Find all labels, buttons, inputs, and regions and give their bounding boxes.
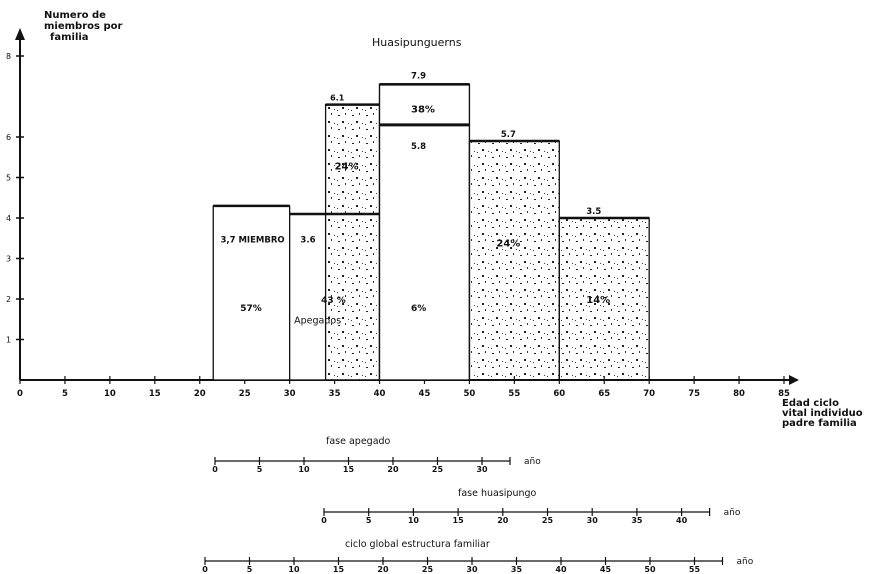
x-tick-label: 25 xyxy=(239,389,251,399)
timeline-tick-label: 0 xyxy=(202,565,208,574)
x-axis-arrow-icon xyxy=(789,375,799,385)
bar-pct-label: 6% xyxy=(411,304,426,314)
y-ticks: 1 2 3 4 5 6 8 xyxy=(6,52,24,345)
timeline-tick-label: 45 xyxy=(600,565,612,574)
x-tick-label: 75 xyxy=(688,389,700,399)
x-tick-label: 35 xyxy=(329,389,341,399)
y-tick-label: 4 xyxy=(6,214,11,223)
x-axis-title-line: vital individuo xyxy=(782,408,863,419)
timeline-label: fase apegado xyxy=(326,436,391,447)
timeline-label: ciclo global estructura familiar xyxy=(345,539,490,550)
bar-value-label: 3.5 xyxy=(586,207,601,217)
timeline-tick-label: 35 xyxy=(511,565,523,574)
x-tick-label: 40 xyxy=(374,389,386,399)
x-tick-label: 45 xyxy=(419,389,431,399)
timeline-tick-label: 35 xyxy=(631,516,643,525)
bar-pct-label: 43 % xyxy=(321,296,346,306)
timeline-unit: año xyxy=(737,557,754,567)
bar xyxy=(558,217,650,381)
x-tick-label: 5 xyxy=(62,389,68,399)
bar-value-label: 6.1 xyxy=(330,94,345,103)
bar-labels: 3,7 MIEMBRO 57% Apegados 3.6 43 % 6.1 24% 5.8 6%… xyxy=(220,71,610,326)
timeline-tick-label: 15 xyxy=(343,465,355,474)
x-tick-label: 80 xyxy=(733,389,745,399)
timeline-tick-label: 0 xyxy=(321,516,327,525)
y-axis-arrow-icon xyxy=(15,28,25,40)
bar-pct-label: 24% xyxy=(496,238,520,249)
bar xyxy=(378,83,471,381)
x-axis-title-line: Edad ciclo xyxy=(782,398,839,409)
timeline-unit: año xyxy=(724,508,741,518)
timeline-tick-label: 30 xyxy=(587,516,599,525)
x-ticks: 0 5 10 15 20 25 30 35 40 45 50 55 60 65 70 75 80 85 xyxy=(17,376,790,399)
x-tick-label: 65 xyxy=(598,389,610,399)
bar xyxy=(324,103,381,381)
timeline-tick-label: 5 xyxy=(247,565,253,574)
timeline-tick-label: 30 xyxy=(476,465,488,474)
timeline-tick-label: 20 xyxy=(387,465,399,474)
bar-pct-label: 57% xyxy=(240,304,262,314)
x-tick-label: 85 xyxy=(778,389,790,399)
y-tick-label: 5 xyxy=(6,174,11,183)
x-tick-label: 70 xyxy=(643,389,655,399)
timeline: fase huasipungo 0 5 10 15 20 25 30 35 40 año xyxy=(321,488,741,525)
x-tick-label: 0 xyxy=(17,389,23,399)
bar xyxy=(212,205,291,381)
x-tick-label: 30 xyxy=(284,389,296,399)
x-tick-label: 55 xyxy=(508,389,520,399)
timeline-label: fase huasipungo xyxy=(458,488,537,499)
timeline-tick-label: 15 xyxy=(333,565,345,574)
x-tick-label: 10 xyxy=(104,389,116,399)
timeline-tick-label: 25 xyxy=(422,565,434,574)
timeline-tick-label: 10 xyxy=(288,565,300,574)
x-axis-title: Edad ciclo vital individuo padre familia xyxy=(782,398,866,429)
bar-value-label: 7.9 xyxy=(411,71,426,81)
timeline-tick-label: 5 xyxy=(366,516,372,525)
timeline: fase apegado 0 5 10 15 20 25 30 año xyxy=(212,436,541,474)
bar-value-label: 5.7 xyxy=(501,130,516,140)
bar-pct-label: 24% xyxy=(335,161,359,172)
bar xyxy=(468,140,560,381)
bars xyxy=(212,83,650,381)
timeline-tick-label: 10 xyxy=(408,516,420,525)
y-axis-title-line: miembros por xyxy=(44,21,122,32)
x-tick-label: 15 xyxy=(149,389,161,399)
timeline: ciclo global estructura familiar 0 5 10 15 20… xyxy=(202,539,754,574)
chart-title: Huasipunguerns xyxy=(372,36,462,49)
y-axis-title-line: familia xyxy=(50,32,89,43)
timeline-tick-label: 15 xyxy=(453,516,465,525)
x-tick-label: 60 xyxy=(553,389,565,399)
timeline-tick-label: 25 xyxy=(542,516,554,525)
bar-pct-label: 14% xyxy=(586,295,610,306)
timeline-tick-label: 40 xyxy=(676,516,688,525)
timeline-unit: año xyxy=(524,457,541,467)
timeline-tick-label: 25 xyxy=(432,465,444,474)
x-tick-label: 20 xyxy=(194,389,206,399)
y-tick-label: 3 xyxy=(6,255,11,264)
timeline-tick-label: 50 xyxy=(644,565,656,574)
y-axis-title-line: Numero de xyxy=(44,10,106,21)
timeline-tick-label: 55 xyxy=(689,565,701,574)
timeline-tick-label: 20 xyxy=(377,565,389,574)
group-label-apegados: Apegados xyxy=(294,315,341,326)
timeline-tick-label: 30 xyxy=(466,565,478,574)
y-axis-title: Numero de miembros por familia xyxy=(44,10,126,43)
timeline-tick-label: 40 xyxy=(555,565,567,574)
y-tick-label: 2 xyxy=(6,295,11,304)
bar-value-label: 5.8 xyxy=(411,142,426,152)
bar-value-label: 3,7 MIEMBRO xyxy=(220,235,284,245)
timeline-tick-label: 0 xyxy=(212,465,218,474)
x-tick-label: 50 xyxy=(463,389,475,399)
timeline-tick-label: 5 xyxy=(257,465,263,474)
timeline-tick-label: 20 xyxy=(497,516,509,525)
x-axis-title-line: padre familia xyxy=(782,418,857,429)
y-tick-label: 8 xyxy=(6,52,11,61)
y-tick-label: 1 xyxy=(6,336,11,345)
timeline-tick-label: 10 xyxy=(298,465,310,474)
bar-value-label: 3.6 xyxy=(300,235,315,245)
y-tick-label: 6 xyxy=(6,133,11,142)
bar-pct-label: 38% xyxy=(411,105,435,116)
